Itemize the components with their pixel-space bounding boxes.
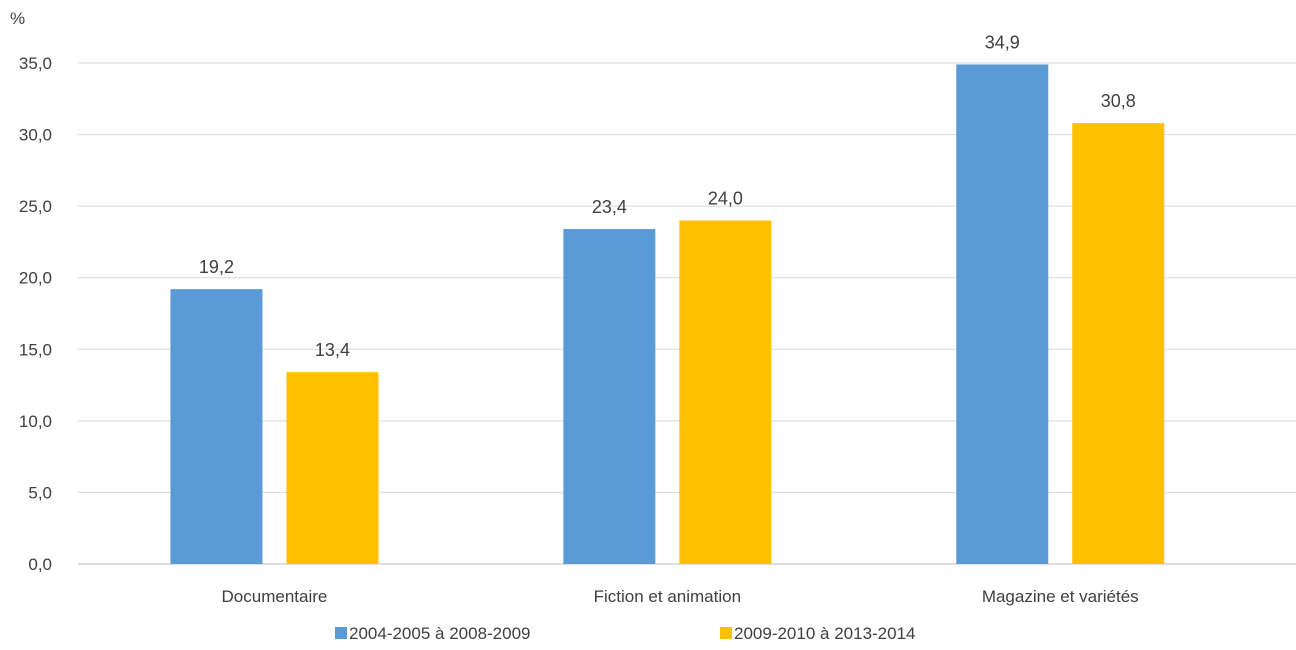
data-label: 30,8 — [1101, 91, 1136, 111]
bar-series-1-1 — [563, 229, 656, 564]
bars — [170, 64, 1165, 565]
category-label: Documentaire — [222, 587, 328, 606]
data-label: 13,4 — [315, 340, 350, 360]
legend-swatch — [720, 627, 732, 639]
legend: 2004-2005 à 2008-2009 2009-2010 à 2013-20… — [335, 624, 916, 643]
bar-series-1-2 — [956, 64, 1049, 564]
y-tick-label: 30,0 — [19, 126, 52, 145]
category-label: Magazine et variétés — [982, 587, 1139, 606]
bar-series-1-0 — [170, 289, 263, 564]
data-label: 34,9 — [985, 32, 1020, 52]
data-label: 19,2 — [199, 257, 234, 277]
data-label: 24,0 — [708, 188, 743, 208]
y-tick-label: 25,0 — [19, 197, 52, 216]
y-axis-unit-label: % — [10, 9, 25, 28]
legend-swatch — [335, 627, 347, 639]
data-label: 23,4 — [592, 197, 627, 217]
y-axis-tick-labels: 0,0 5,0 10,0 15,0 20,0 25,0 30,0 35,0 — [19, 54, 52, 574]
bar-series-2-2 — [1072, 123, 1165, 565]
category-label: Fiction et animation — [594, 587, 741, 606]
category-labels: Documentaire Fiction et animation Magazine… — [222, 587, 1139, 606]
data-labels: 19,2 13,4 23,4 24,0 34,9 30,8 — [199, 32, 1136, 360]
y-tick-label: 20,0 — [19, 269, 52, 288]
y-tick-label: 0,0 — [28, 555, 52, 574]
y-tick-label: 10,0 — [19, 412, 52, 431]
bar-series-2-0 — [286, 372, 379, 564]
legend-label: 2009-2010 à 2013-2014 — [734, 624, 916, 643]
y-tick-label: 5,0 — [28, 483, 52, 502]
y-tick-label: 15,0 — [19, 340, 52, 359]
y-tick-label: 35,0 — [19, 54, 52, 73]
bar-series-2-1 — [679, 220, 772, 564]
legend-label: 2004-2005 à 2008-2009 — [349, 624, 531, 643]
